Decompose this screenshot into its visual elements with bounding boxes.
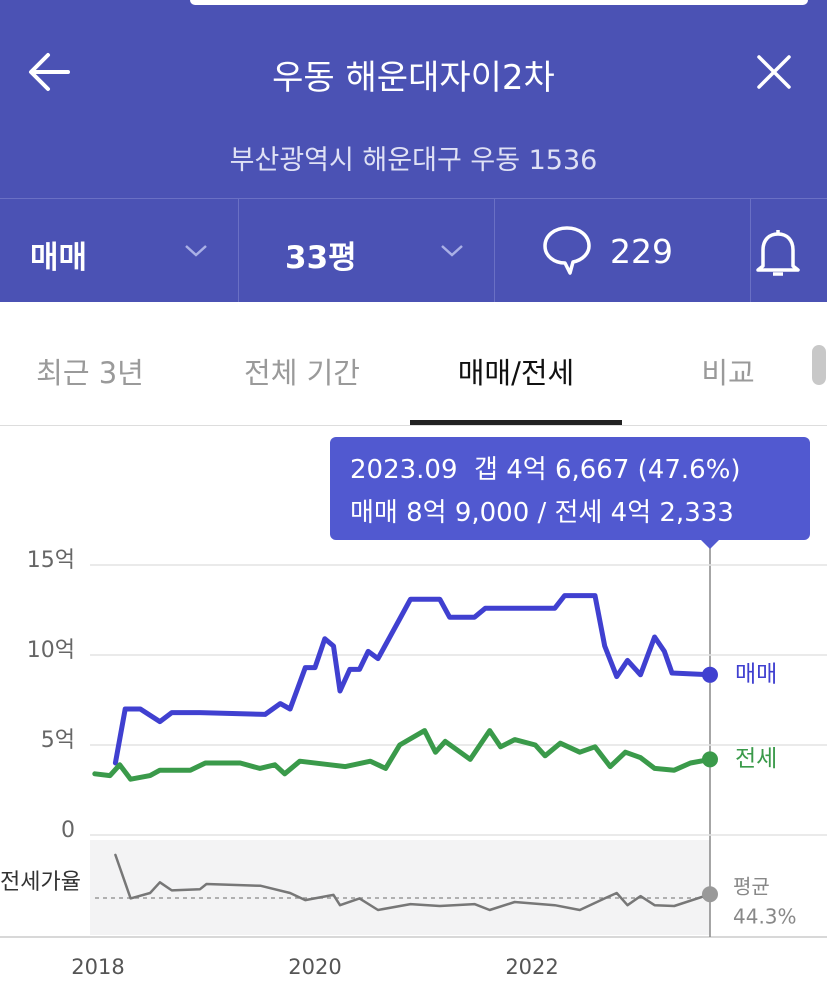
divider xyxy=(0,198,827,199)
end-point xyxy=(701,886,718,903)
notification-bell[interactable] xyxy=(755,228,801,278)
y-tick-label: 5억 xyxy=(41,728,75,753)
comment-icon[interactable] xyxy=(542,225,592,277)
x-tick-label: 2020 xyxy=(288,955,341,979)
series-line xyxy=(92,728,713,782)
y-tick-label: 15억 xyxy=(27,548,75,573)
ratio-panel xyxy=(90,840,710,935)
scrollbar xyxy=(812,345,826,385)
series-line xyxy=(114,853,712,912)
x-tick-label: 2022 xyxy=(505,955,558,979)
header: 우동 해운대자이2차 부산광역시 해운대구 우동 1536 매매 33평 229 xyxy=(0,0,827,302)
average-name: 평균 xyxy=(733,875,770,899)
series-line xyxy=(112,593,713,766)
comment-count[interactable]: 229 xyxy=(610,232,673,271)
tab[interactable]: 전체 기간 xyxy=(244,356,360,390)
tooltip-line: 매매 8억 9,000 / 전세 4억 2,333 xyxy=(350,498,734,528)
chevron xyxy=(185,245,207,257)
chevron xyxy=(441,245,463,257)
address: 부산광역시 해운대구 우동 1536 xyxy=(229,145,598,176)
back-button[interactable] xyxy=(26,50,72,94)
divider xyxy=(0,425,827,426)
tab-active[interactable]: 매매/전세 xyxy=(457,356,575,390)
search-bar-edge xyxy=(190,0,808,5)
divider xyxy=(750,199,751,302)
y-tick-label: 10억 xyxy=(27,638,75,663)
trade-type-select[interactable]: 매매 xyxy=(30,240,88,276)
tab[interactable]: 최근 3년 xyxy=(36,356,144,390)
tab-indicator xyxy=(410,420,622,425)
end-point xyxy=(701,666,718,683)
tooltip-line: 2023.09 갭 4억 6,667 (47.6%) xyxy=(350,455,741,485)
average-value: 44.3% xyxy=(733,905,797,929)
series-label: 매매 xyxy=(735,661,777,687)
tab[interactable]: 비교 xyxy=(701,356,755,390)
series-label: 전세가율 xyxy=(0,870,81,895)
x-tick-label: 2018 xyxy=(71,955,124,979)
divider xyxy=(494,199,495,302)
tooltip-pointer xyxy=(700,539,720,549)
series-label: 전세 xyxy=(735,746,777,772)
page-title: 우동 해운대자이2차 xyxy=(272,58,555,98)
tooltip: 2023.09 갭 4억 6,667 (47.6%) 매매 8억 9,000 /… xyxy=(330,437,810,540)
end-point xyxy=(701,751,718,768)
divider xyxy=(238,199,239,302)
y-tick-label: 0 xyxy=(61,818,75,843)
close-button[interactable] xyxy=(756,54,792,90)
size-select[interactable]: 33평 xyxy=(285,240,357,276)
